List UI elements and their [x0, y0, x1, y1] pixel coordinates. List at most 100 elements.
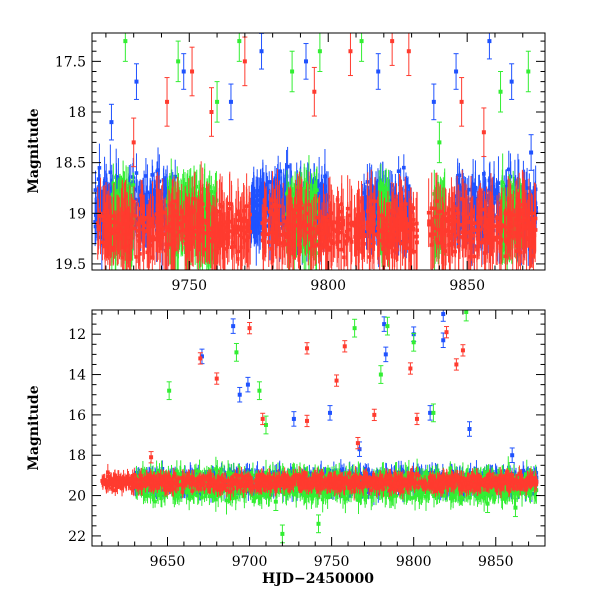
data-point [376, 69, 381, 74]
data-point [156, 168, 160, 172]
data-point [140, 215, 145, 220]
data-point [195, 235, 199, 240]
data-point [94, 213, 98, 217]
data-point [307, 202, 311, 207]
data-point [255, 193, 260, 198]
data-point [135, 228, 139, 233]
data-point [265, 190, 270, 194]
data-point [168, 221, 172, 226]
data-point [126, 235, 131, 240]
data-point [506, 167, 511, 172]
data-point [284, 202, 288, 207]
data-point [237, 39, 242, 44]
data-point [98, 214, 103, 218]
data-point [213, 194, 217, 199]
data-point [182, 202, 187, 207]
data-point [516, 180, 520, 185]
data-point [241, 228, 246, 233]
data-point [176, 230, 181, 234]
data-point [526, 69, 531, 74]
data-point [259, 49, 264, 54]
data-point [174, 213, 178, 218]
data-point [320, 190, 324, 194]
data-point [134, 255, 138, 259]
data-point [129, 225, 134, 230]
data-point [136, 233, 141, 238]
data-point [133, 214, 138, 218]
data-point [281, 214, 285, 219]
data-point [275, 204, 280, 208]
data-point [167, 203, 172, 208]
data-point [107, 202, 112, 207]
data-point [95, 218, 99, 222]
data-point [214, 233, 219, 238]
data-point [251, 192, 256, 197]
data-point [282, 239, 287, 244]
data-point [171, 236, 176, 240]
data-point [326, 212, 330, 216]
data-point [144, 174, 148, 178]
data-point [232, 244, 237, 249]
data-point [250, 208, 255, 213]
data-point [150, 255, 155, 260]
data-point [290, 69, 295, 74]
data-point [532, 191, 536, 196]
data-point [363, 200, 368, 205]
data-point [108, 229, 113, 233]
data-point [240, 235, 244, 240]
data-point [285, 164, 290, 169]
data-point [257, 230, 261, 235]
data-point [265, 200, 270, 205]
data-point [512, 200, 516, 205]
data-point [233, 227, 237, 232]
data-point [479, 210, 483, 215]
data-point [215, 99, 220, 104]
data-point [317, 49, 322, 54]
data-point [431, 99, 436, 104]
data-point [359, 39, 364, 44]
data-point [175, 233, 179, 238]
data-point [278, 241, 283, 245]
data-point [298, 218, 303, 222]
data-point [498, 89, 503, 94]
data-point [277, 200, 281, 205]
data-point [239, 245, 243, 250]
data-point [166, 228, 171, 233]
data-point [254, 213, 259, 218]
data-point [315, 202, 320, 207]
data-point [193, 197, 197, 201]
data-point [243, 216, 247, 221]
data-point [482, 171, 486, 176]
data-point [179, 223, 184, 228]
data-point [467, 224, 472, 228]
data-point [102, 181, 107, 185]
data-point [222, 229, 226, 233]
data-point [115, 229, 120, 233]
data-point [95, 221, 100, 226]
data-point [176, 59, 181, 64]
data-point [181, 195, 186, 200]
data-point [439, 200, 443, 205]
data-point [396, 169, 401, 173]
data-point [280, 233, 284, 237]
data-point [163, 248, 168, 253]
data-point [108, 214, 112, 218]
data-point [342, 255, 346, 260]
data-point [225, 228, 230, 232]
data-point [188, 236, 192, 241]
data-point [116, 223, 121, 228]
data-point [243, 238, 247, 243]
data-point [172, 199, 176, 204]
data-point [184, 231, 188, 235]
top-panel-data [93, 33, 539, 270]
data-point [141, 232, 146, 236]
data-point [173, 240, 177, 245]
data-point [121, 177, 125, 182]
data-point [124, 218, 128, 223]
data-point [247, 220, 251, 225]
data-point [163, 210, 168, 215]
data-point [207, 185, 212, 189]
data-point [165, 207, 169, 211]
data-point [120, 211, 125, 216]
data-point [201, 228, 205, 233]
